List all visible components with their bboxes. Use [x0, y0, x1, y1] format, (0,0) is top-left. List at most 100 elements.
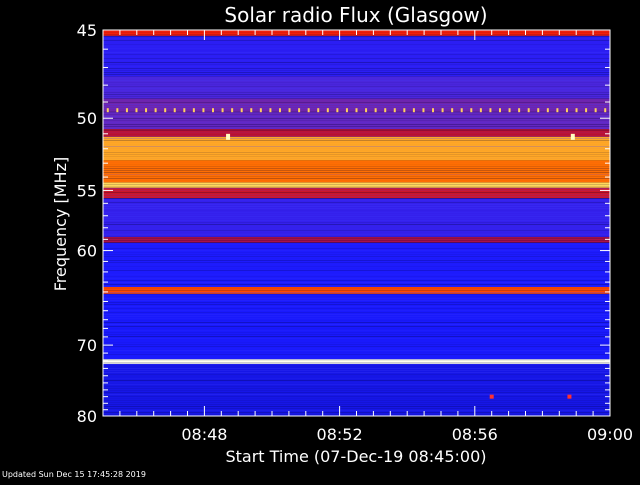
- channel-line: [103, 168, 610, 169]
- channel-line: [103, 220, 610, 221]
- y-tick-label: 45: [77, 21, 97, 40]
- channel-line: [103, 390, 610, 391]
- frequency-band: [103, 242, 610, 288]
- channel-line: [103, 80, 610, 81]
- channel-line: [103, 250, 610, 251]
- interference-dot: [269, 108, 272, 113]
- channel-line: [103, 142, 610, 143]
- channel-line: [103, 122, 610, 123]
- channel-line: [103, 64, 610, 65]
- interference-dot: [164, 108, 167, 113]
- channel-line: [103, 252, 610, 253]
- channel-line: [103, 408, 610, 409]
- channel-line: [103, 248, 610, 249]
- interference-dot: [460, 108, 463, 113]
- channel-line: [103, 214, 610, 215]
- channel-line: [103, 354, 610, 355]
- channel-line: [103, 190, 610, 191]
- channel-line: [103, 274, 610, 275]
- channel-line: [103, 254, 610, 255]
- channel-line: [103, 226, 610, 227]
- channel-line: [103, 342, 610, 343]
- interference-dot: [374, 108, 377, 113]
- channel-line: [103, 384, 610, 385]
- x-tick-label: 09:00: [587, 425, 633, 444]
- y-tick-label: 55: [77, 181, 97, 200]
- channel-line: [103, 100, 610, 101]
- interference-dot: [489, 108, 492, 113]
- channel-line: [103, 310, 610, 311]
- channel-line: [103, 192, 610, 193]
- channel-line: [103, 126, 610, 127]
- frequency-band: [103, 237, 610, 243]
- channel-line: [103, 48, 610, 49]
- x-tick-label: 08:52: [317, 425, 363, 444]
- channel-line: [103, 74, 610, 75]
- channel-line: [103, 318, 610, 319]
- interference-dot: [125, 108, 128, 113]
- interference-dot: [546, 108, 549, 113]
- channel-line: [103, 104, 610, 105]
- interference-dot: [594, 108, 597, 113]
- channel-line: [103, 70, 610, 71]
- channel-line: [103, 288, 610, 289]
- frequency-band: [103, 363, 610, 416]
- channel-line: [103, 88, 610, 89]
- channel-line: [103, 334, 610, 335]
- channel-line: [103, 164, 610, 165]
- channel-line: [103, 242, 610, 243]
- frequency-band: [103, 187, 610, 199]
- interference-dot: [575, 108, 578, 113]
- channel-line: [103, 224, 610, 225]
- channel-line: [103, 286, 610, 287]
- channel-line: [103, 316, 610, 317]
- channel-line: [103, 344, 610, 345]
- channel-line: [103, 140, 610, 141]
- channel-line: [103, 38, 610, 39]
- channel-line: [103, 348, 610, 349]
- channel-line: [103, 298, 610, 299]
- channel-line: [103, 326, 610, 327]
- channel-line: [103, 410, 610, 411]
- channel-line: [103, 388, 610, 389]
- channel-line: [103, 118, 610, 119]
- channel-line: [103, 150, 610, 151]
- interference-dot: [192, 108, 195, 113]
- channel-line: [103, 400, 610, 401]
- interference-dot: [298, 108, 301, 113]
- channel-line: [103, 170, 610, 171]
- interference-dot: [527, 108, 530, 113]
- channel-line: [103, 82, 610, 83]
- channel-line: [103, 92, 610, 93]
- channel-line: [103, 152, 610, 153]
- channel-line: [103, 90, 610, 91]
- interference-dot: [135, 108, 138, 113]
- frequency-band: [103, 35, 610, 77]
- channel-line: [103, 46, 610, 47]
- interference-dot: [498, 108, 501, 113]
- interference-dot: [231, 108, 234, 113]
- channel-line: [103, 206, 610, 207]
- interference-dot: [518, 108, 521, 113]
- channel-line: [103, 264, 610, 265]
- channel-line: [103, 40, 610, 41]
- channel-line: [103, 86, 610, 87]
- channel-line: [103, 382, 610, 383]
- channel-line: [103, 380, 610, 381]
- channel-line: [103, 330, 610, 331]
- channel-line: [103, 278, 610, 279]
- channel-line: [103, 42, 610, 43]
- channel-line: [103, 320, 610, 321]
- interference-dot: [384, 108, 387, 113]
- channel-line: [103, 256, 610, 257]
- x-tick-label: 08:56: [452, 425, 498, 444]
- interference-dot: [412, 108, 415, 113]
- burst-spot: [567, 394, 572, 399]
- channel-line: [103, 182, 610, 183]
- channel-line: [103, 236, 610, 237]
- channel-line: [103, 324, 610, 325]
- frequency-band: [103, 160, 610, 183]
- channel-line: [103, 404, 610, 405]
- channel-line: [103, 392, 610, 393]
